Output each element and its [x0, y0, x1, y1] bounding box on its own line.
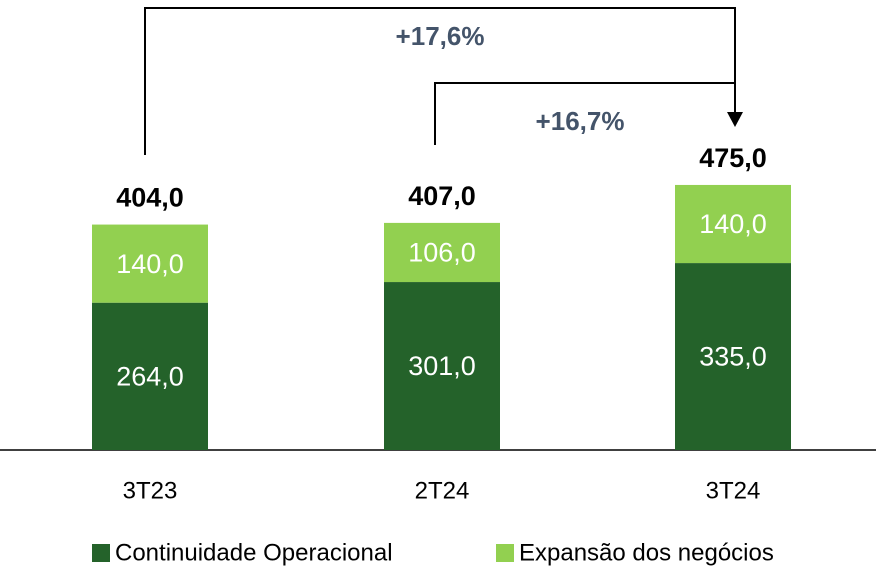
value-label: 335,0 — [699, 342, 767, 372]
bracket-short — [434, 82, 735, 145]
total-label: 407,0 — [408, 181, 476, 211]
bar-segment — [92, 302, 208, 450]
bar-segment — [675, 263, 791, 450]
brackets — [144, 7, 736, 155]
value-label: 140,0 — [699, 209, 767, 239]
value-label: 301,0 — [408, 351, 476, 381]
bar-segment — [384, 222, 500, 283]
value-label: 264,0 — [116, 361, 184, 391]
arrow-head — [727, 112, 743, 127]
legend-label: Expansão dos negócios — [519, 539, 774, 566]
legend-swatch — [496, 544, 514, 562]
value-label: 140,0 — [116, 249, 184, 279]
total-label: 475,0 — [699, 143, 767, 173]
value-label: 106,0 — [408, 238, 476, 268]
bar-segment — [384, 282, 500, 450]
x-tick-label: 2T24 — [415, 477, 470, 504]
x-tick-label: 3T23 — [123, 477, 178, 504]
legend-swatch — [92, 544, 110, 562]
bracket-long — [144, 7, 736, 155]
annotation: +16,7% — [536, 106, 625, 136]
bar-segment — [675, 184, 791, 264]
annotation: +17,6% — [396, 21, 485, 51]
total-label: 404,0 — [116, 183, 184, 213]
legend-label: Continuidade Operacional — [115, 539, 393, 566]
bar-segment — [92, 224, 208, 303]
x-tick-label: 3T24 — [706, 477, 761, 504]
